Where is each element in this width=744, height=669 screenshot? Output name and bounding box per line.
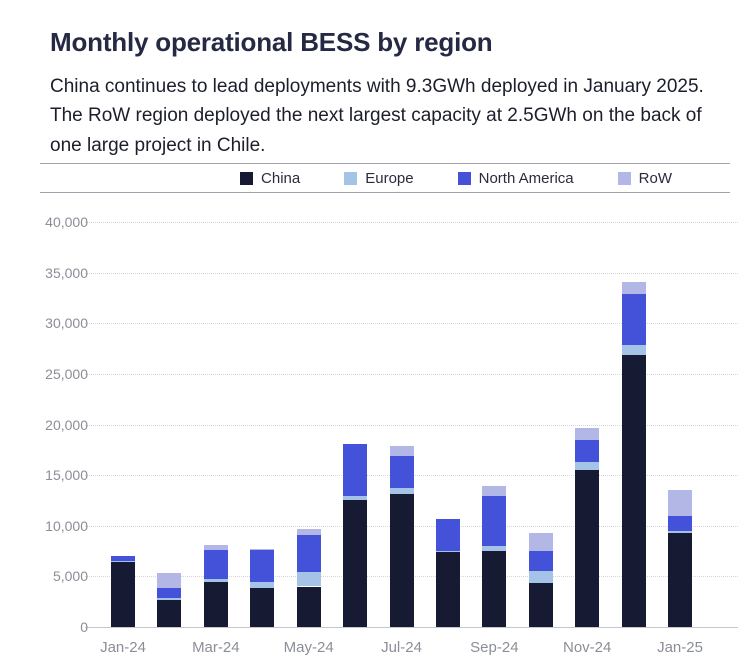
bar-segment-oct-24-china (528, 583, 553, 627)
bar-segment-jul-24-europe (389, 488, 414, 495)
bar-segment-jan-24-china (111, 562, 135, 627)
bar-segment-nov-24-china (575, 470, 600, 627)
legend-swatch-icon (344, 171, 358, 185)
bar-segment-jul-24-row (389, 445, 414, 456)
bar-segment-aug-24-europe (435, 551, 460, 553)
bar-segment-dec-24-row (621, 281, 646, 294)
bar-segment-feb-24-china (157, 599, 182, 627)
legend-item-north-america: North America (457, 169, 574, 187)
bar-segment-jun-24-china (343, 500, 368, 627)
legend-item-china: China (240, 170, 300, 187)
y-tick-label: 35,000 (45, 264, 88, 281)
bar-segment-jan-25-row (668, 490, 693, 516)
x-tick-label: Nov-24 (563, 639, 612, 656)
bar-segment-apr-24-row (250, 548, 275, 550)
legend-item-row: RoW (617, 169, 672, 187)
bar-segment-nov-24-row (575, 427, 600, 440)
bar-segment-nov-24-north-america (575, 439, 600, 462)
bar-segment-jun-24-europe (343, 496, 368, 501)
gridline (85, 424, 738, 426)
bar-segment-mar-24-europe (203, 579, 228, 583)
bar-segment-oct-24-row (528, 532, 553, 552)
bar-segment-dec-24-europe (621, 344, 646, 355)
legend-swatch-icon (457, 171, 471, 185)
y-tick-label: 25,000 (45, 365, 88, 382)
y-tick-label: 15,000 (45, 467, 88, 484)
bar-segment-dec-24-china (621, 354, 646, 627)
bar-segment-mar-24-north-america (203, 550, 228, 580)
gridline (85, 222, 738, 223)
y-tick-label: 0 (80, 619, 88, 635)
bar-segment-nov-24-europe (575, 461, 600, 471)
y-tick-label: 20,000 (45, 416, 88, 433)
gridline (85, 323, 738, 325)
bar-segment-jan-25-china (668, 532, 693, 627)
y-tick-label: 40,000 (45, 214, 88, 230)
bar-segment-sep-24-china (482, 551, 507, 627)
x-tick-label: Jan-24 (100, 639, 146, 656)
bar-segment-jan-25-europe (668, 530, 693, 533)
bar-segment-mar-24-china (203, 582, 228, 627)
bar-segment-feb-24-row (157, 572, 182, 589)
bar-segment-sep-24-north-america (482, 496, 507, 546)
legend-label: RoW (638, 169, 672, 187)
bar-segment-feb-24-north-america (157, 588, 182, 599)
bar-segment-jun-24-north-america (343, 443, 368, 497)
gridline (85, 373, 738, 375)
legend-label: North America (478, 169, 574, 187)
y-tick-label: 10,000 (45, 517, 88, 534)
legend-label: China (261, 169, 301, 187)
bar-segment-jan-24-europe (111, 560, 135, 563)
x-tick-label: Jan-25 (657, 639, 703, 656)
bar-segment-may-24-row (296, 528, 321, 535)
bar-segment-jan-25-north-america (668, 515, 693, 531)
x-tick-label: Mar-24 (192, 639, 240, 656)
bar-segment-may-24-north-america (296, 534, 321, 573)
legend-swatch-icon (240, 171, 254, 185)
bar-segment-oct-24-europe (528, 571, 553, 584)
bar-segment-may-24-china (296, 586, 321, 627)
bar-segment-aug-24-north-america (435, 518, 460, 552)
y-tick-label: 30,000 (45, 315, 88, 332)
x-tick-label: Sep-24 (470, 639, 519, 656)
bar-segment-apr-24-north-america (250, 549, 275, 582)
bar-segment-jul-24-north-america (389, 455, 414, 489)
bar-segment-may-24-europe (296, 572, 321, 587)
x-tick-label: Jul-24 (381, 639, 422, 656)
bar-segment-jul-24-china (389, 494, 414, 627)
chart-area: 0 5,000 10,000 15,000 20,000 25,000 30,000 35,0… (0, 197, 744, 669)
legend-item-europe: Europe (344, 169, 414, 187)
legend-swatch-icon (617, 171, 631, 185)
bar-segment-jan-24-north-america (111, 556, 135, 561)
legend-label: Europe (365, 169, 414, 187)
bar-segment-apr-24-china (250, 587, 275, 627)
bar-segment-oct-24-north-america (528, 551, 553, 572)
gridline (85, 272, 738, 274)
y-tick-label: 5,000 (52, 568, 88, 585)
bar-segment-feb-24-europe (157, 598, 182, 600)
bar-segment-mar-24-row (203, 544, 228, 551)
x-tick-label: May-24 (283, 639, 334, 656)
bar-segment-sep-24-europe (482, 546, 507, 552)
chart-subtitle: China continues to lead deployments with… (50, 76, 704, 156)
bar-segment-apr-24-europe (250, 581, 275, 588)
bar-segment-sep-24-row (482, 486, 507, 497)
legend: China Europe North America RoW (40, 163, 730, 193)
chart-title: Monthly operational BESS by region (50, 27, 493, 57)
bar-segment-aug-24-china (435, 552, 460, 627)
x-axis-line (85, 627, 738, 628)
bar-segment-dec-24-north-america (621, 293, 646, 345)
